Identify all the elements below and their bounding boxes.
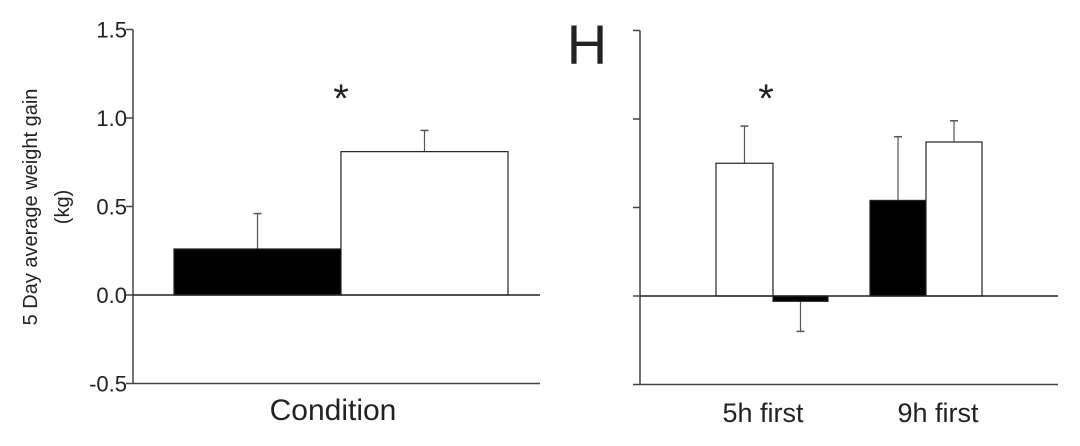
y-tick-label: 1.5 — [96, 18, 127, 43]
x-tick-label-9h-first: 9h first — [897, 398, 979, 428]
y-axis-label-line2: (kg) — [52, 190, 74, 224]
left-panel: 5 Day average weight gain (kg) Condition… — [20, 18, 540, 427]
right-panel: H * 5h first 9h first — [567, 13, 1058, 428]
bar — [340, 151, 509, 296]
x-axis-label: Condition — [270, 394, 397, 427]
significance-asterisk: * — [333, 77, 349, 121]
bar — [715, 162, 774, 297]
y-tick-label: 1.0 — [96, 106, 127, 131]
y-axis-label-line1: 5 Day average weight gain — [20, 89, 42, 326]
bar — [173, 248, 342, 296]
panel-label: H — [567, 13, 607, 76]
y-tick-label: -0.5 — [89, 372, 127, 397]
y-tick-label: 0.0 — [96, 283, 127, 308]
y-tick-label: 0.5 — [96, 195, 127, 220]
bar — [869, 199, 927, 297]
bar — [772, 295, 829, 302]
significance-asterisk: * — [758, 77, 774, 121]
x-tick-label-5h-first: 5h first — [722, 398, 804, 428]
bar — [925, 141, 983, 297]
